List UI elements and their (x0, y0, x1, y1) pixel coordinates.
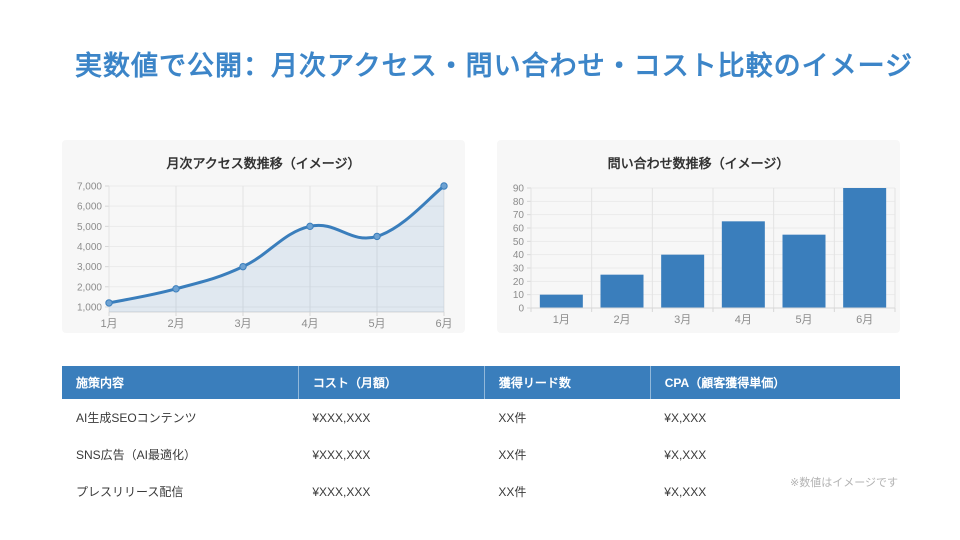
table-cell: ¥XXX,XXX (312, 484, 371, 499)
table-cell: XX件 (498, 411, 527, 425)
inquiry-bar-chart: 0 10 20 30 40 50 60 70 80 90 1月 2月 3月 4月 5月 6月 (513, 184, 896, 326)
table-header-cell: コスト（月額） (297, 366, 485, 399)
table-cell: プレスリリース配信 (76, 485, 184, 499)
svg-text:7,000: 7,000 (77, 182, 102, 193)
table-body: AI生成SEOコンテンツ ¥XXX,XXX XX件 ¥X,XXX SNS広告（AI最適化… (62, 399, 900, 510)
svg-text:30: 30 (513, 264, 525, 275)
table-cell: ¥X,XXX (664, 484, 707, 499)
table-row: プレスリリース配信 ¥XXX,XXX XX件 ¥X,XXX (62, 473, 900, 510)
table-header-cell: CPA（顧客獲得単価） (649, 366, 900, 399)
access-line-chart: 1,000 2,000 3,000 4,000 5,000 6,000 7,000 1月 2月 3… (77, 182, 453, 331)
table-cell: ¥X,XXX (664, 447, 707, 462)
footnote: ※数値はイメージです (790, 477, 898, 489)
svg-text:5月: 5月 (368, 318, 385, 330)
svg-text:6月: 6月 (856, 314, 873, 326)
svg-text:3月: 3月 (234, 318, 251, 330)
svg-text:4,000: 4,000 (77, 242, 102, 253)
svg-text:70: 70 (513, 210, 525, 221)
svg-text:90: 90 (513, 184, 525, 195)
svg-text:4月: 4月 (301, 318, 318, 330)
table-cell: ¥XXX,XXX (312, 410, 371, 425)
cost-comparison-table: 施策内容 コスト（月額） 獲得リード数 CPA（顧客獲得単価） AI生成SEOコンテン… (62, 366, 900, 510)
svg-text:3月: 3月 (674, 314, 691, 326)
svg-text:6月: 6月 (435, 318, 452, 330)
svg-text:1月: 1月 (553, 314, 570, 326)
table-cell: ¥XXX,XXX (312, 447, 371, 462)
svg-text:1,000: 1,000 (77, 302, 102, 313)
svg-text:1月: 1月 (100, 318, 117, 330)
access-line-chart-title: 月次アクセス数推移（イメージ） (166, 156, 361, 171)
inquiry-bar-chart-title: 問い合わせ数推移（イメージ） (607, 156, 790, 171)
table-header-row: 施策内容 コスト（月額） 獲得リード数 CPA（顧客獲得単価） (62, 366, 900, 399)
svg-text:50: 50 (513, 237, 525, 248)
svg-text:20: 20 (513, 277, 525, 288)
inquiry-bar-chart-card: 0 10 20 30 40 50 60 70 80 90 1月 2月 3月 4月 5月 6月 問い合わせ数推移… (497, 140, 900, 333)
svg-text:3,000: 3,000 (77, 262, 102, 273)
svg-text:6,000: 6,000 (77, 202, 102, 213)
svg-text:2月: 2月 (613, 314, 630, 326)
table-cell: AI生成SEOコンテンツ (76, 411, 197, 425)
page-title: 実数値で公開：月次アクセス・問い合わせ・コスト比較のイメージ (75, 51, 914, 81)
svg-text:10: 10 (513, 290, 525, 301)
svg-text:2,000: 2,000 (77, 282, 102, 293)
table-cell: SNS広告（AI最適化） (76, 448, 197, 462)
table-row: AI生成SEOコンテンツ ¥XXX,XXX XX件 ¥X,XXX (62, 399, 900, 436)
svg-text:4月: 4月 (735, 314, 752, 326)
table-cell: XX件 (498, 448, 527, 462)
svg-text:80: 80 (513, 197, 525, 208)
svg-text:5月: 5月 (795, 314, 812, 326)
table-cell: ¥X,XXX (664, 410, 707, 425)
svg-text:40: 40 (513, 250, 525, 261)
table-header-cell: 獲得リード数 (483, 366, 651, 399)
svg-text:0: 0 (518, 304, 524, 315)
access-line-chart-card: 1,000 2,000 3,000 4,000 5,000 6,000 7,000 1月 2月 3… (62, 140, 465, 333)
table-header-cell: 施策内容 (62, 366, 299, 399)
svg-text:60: 60 (513, 224, 525, 235)
table-cell: XX件 (498, 485, 527, 499)
svg-text:5,000: 5,000 (77, 222, 102, 233)
table-row: SNS広告（AI最適化） ¥XXX,XXX XX件 ¥X,XXX (62, 436, 900, 473)
svg-text:2月: 2月 (167, 318, 184, 330)
